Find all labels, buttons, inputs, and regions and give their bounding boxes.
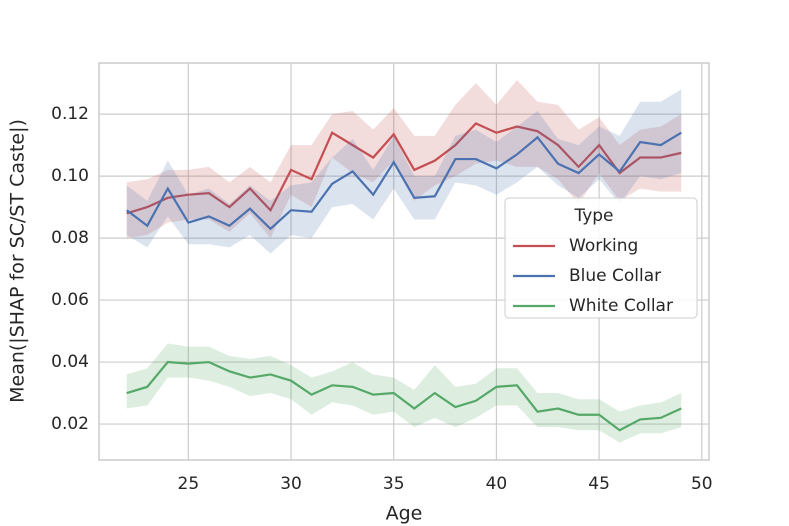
confidence-band — [126, 80, 682, 239]
series-line — [126, 360, 682, 432]
series-line — [126, 131, 682, 231]
y-tick-label: 0.02 — [51, 414, 89, 434]
legend-box — [504, 197, 698, 319]
x-tick-label: 35 — [383, 474, 405, 494]
x-tick-label: 30 — [280, 474, 302, 494]
x-axis-label: Age — [386, 503, 423, 525]
x-tick-label: 25 — [178, 474, 200, 494]
y-tick-label: 0.12 — [51, 104, 89, 124]
y-axis-label: Mean(|SHAP for SC/ST Caste|) — [7, 119, 29, 403]
legend-label: Blue Collar — [569, 266, 661, 286]
confidence-band — [126, 89, 682, 254]
x-tick-label: 50 — [691, 474, 713, 494]
x-tick-label: 40 — [486, 474, 508, 494]
confidence-band — [126, 343, 682, 443]
y-tick-label: 0.10 — [51, 166, 89, 186]
series-line — [126, 122, 682, 215]
legend-title: Type — [573, 206, 613, 226]
legend-label: White Collar — [569, 296, 673, 316]
y-tick-label: 0.08 — [51, 228, 89, 248]
y-tick-label: 0.06 — [51, 290, 89, 310]
plot-frame — [98, 62, 710, 461]
y-tick-label: 0.04 — [51, 352, 89, 372]
x-tick-label: 45 — [588, 474, 610, 494]
legend-label: Working — [569, 236, 638, 256]
